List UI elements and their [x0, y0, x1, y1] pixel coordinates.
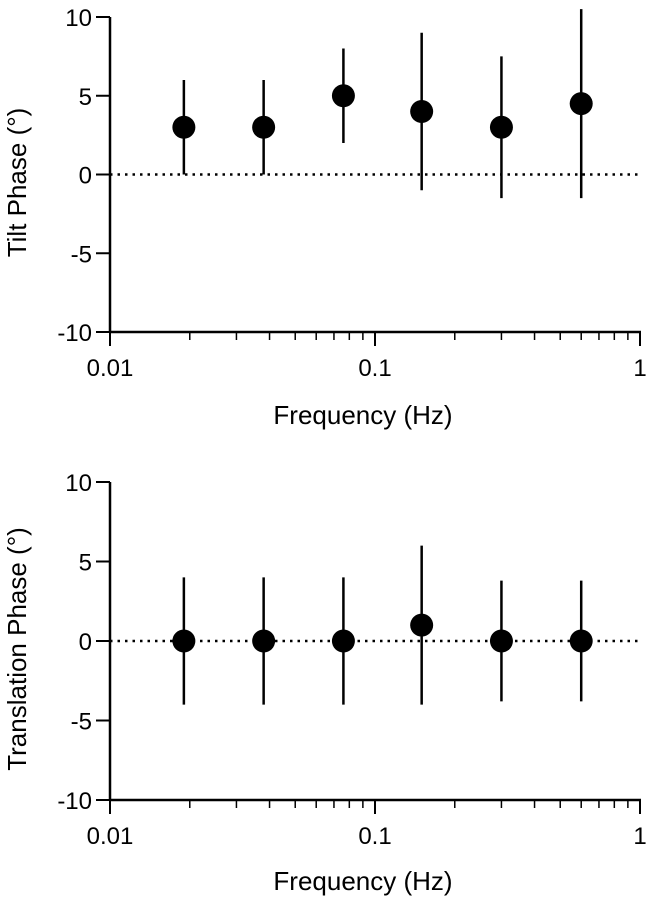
translation-data-point	[410, 613, 434, 637]
tilt-y-tick-label: 5	[79, 84, 92, 111]
tilt-y-tick-label: -10	[57, 320, 92, 347]
tilt-y-tick-label: 10	[65, 5, 92, 32]
translation-data-point	[172, 629, 196, 653]
translation-y-tick-label: -10	[57, 788, 92, 815]
tilt-x-tick-label: 0.1	[358, 355, 391, 382]
tilt-data-point	[569, 92, 593, 116]
translation-y-tick-label: -5	[71, 709, 92, 736]
tilt-y-tick-label: -5	[71, 241, 92, 268]
translation-x-tick-label: 0.01	[87, 823, 134, 850]
tilt-x-tick-label: 1	[633, 355, 646, 382]
tilt-data-point	[252, 115, 276, 139]
translation-x-tick-label: 0.1	[358, 823, 391, 850]
translation-x-axis-label: Frequency (Hz)	[273, 866, 452, 896]
translation-data-point	[489, 629, 513, 653]
tilt-x-tick-label: 0.01	[87, 355, 134, 382]
translation-data-point	[331, 629, 355, 653]
tilt-x-axis-label: Frequency (Hz)	[273, 400, 452, 430]
tilt-phase-panel: 10 5 0 -5 -10 0.01 0.1 1 Frequency (Hz) Tilt Phas…	[2, 5, 646, 430]
translation-data-point	[252, 629, 276, 653]
translation-data-point	[569, 629, 593, 653]
translation-y-tick-label: 0	[79, 629, 92, 656]
translation-y-tick-label: 10	[65, 470, 92, 497]
translation-x-tick-label: 1	[633, 823, 646, 850]
tilt-data-point	[410, 100, 434, 123]
tilt-data-point	[489, 115, 513, 139]
translation-y-tick-label: 5	[79, 550, 92, 577]
tilt-y-axis-label: Tilt Phase (°)	[2, 108, 32, 258]
tilt-data-point	[331, 84, 355, 108]
translation-phase-panel: 10 5 0 -5 -10 0.01 0.1 1 Frequency (Hz) Translati…	[2, 470, 646, 896]
tilt-y-tick-label: 0	[79, 163, 92, 190]
tilt-data-point	[172, 115, 196, 139]
translation-y-axis-label: Translation Phase (°)	[2, 527, 32, 771]
